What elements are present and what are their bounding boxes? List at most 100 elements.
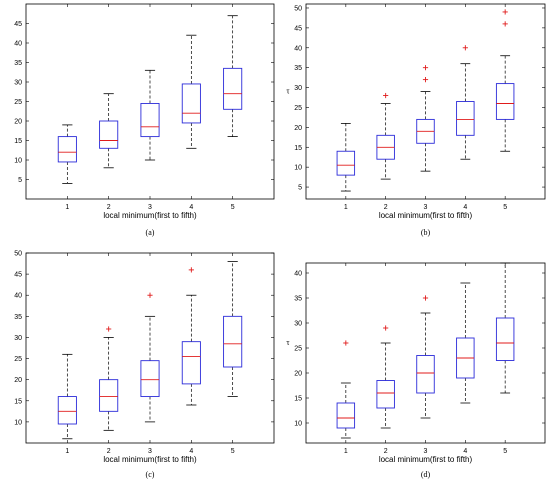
x-axis-label: local minimum(first to fifth) <box>379 211 473 220</box>
x-tick-label: 1 <box>344 204 348 211</box>
box-1 <box>336 340 356 439</box>
y-tick-label: 35 <box>294 296 302 303</box>
x-axis-label: local minimum(first to fifth) <box>379 455 473 464</box>
x-tick-label: 5 <box>503 448 507 455</box>
outlier-marker <box>502 21 508 27</box>
box-1 <box>57 353 77 440</box>
outlier-marker <box>422 295 429 301</box>
iqr-box <box>495 317 515 361</box>
x-tick-label: 3 <box>424 204 428 211</box>
y-tick-label: 15 <box>294 145 302 152</box>
y-tick-label: 10 <box>294 421 302 428</box>
x-tick-label: 2 <box>384 448 388 455</box>
iqr-box <box>336 402 356 429</box>
outlier-marker <box>106 326 112 332</box>
box-4 <box>181 267 201 406</box>
x-tick-label: 5 <box>231 204 235 211</box>
iqr-box <box>140 102 160 138</box>
y-tick-label: 25 <box>294 105 302 112</box>
x-tick-label: 1 <box>65 204 69 211</box>
y-tick-label: 45 <box>14 21 22 28</box>
iqr-box <box>181 341 201 385</box>
x-tick-label: 3 <box>148 448 152 455</box>
outlier-marker <box>383 92 389 99</box>
panel-label: (a) <box>146 228 155 237</box>
outlier-marker <box>422 65 429 71</box>
y-tick-label: 15 <box>294 396 302 403</box>
y-tick-label: 20 <box>294 371 302 378</box>
iqr-box <box>495 83 515 120</box>
x-axis-label: local minimum(first to fifth) <box>103 455 197 464</box>
y-tick-label: 20 <box>14 377 22 384</box>
y-tick-label: 20 <box>14 119 22 126</box>
y-tick-label: 40 <box>294 271 302 278</box>
y-tick-label: 10 <box>14 419 22 426</box>
box-3 <box>416 295 435 419</box>
y-tick-label: 40 <box>14 293 22 300</box>
y-tick-label: 25 <box>294 346 302 353</box>
y-tick-label: 15 <box>14 138 22 145</box>
y-tick-label: 30 <box>14 335 22 342</box>
y-tick-label: 30 <box>14 80 22 87</box>
y-tick-label: 35 <box>14 314 22 321</box>
x-tick-label: 2 <box>107 204 111 211</box>
panel-label: (b) <box>421 228 431 237</box>
y-tick-label: 25 <box>14 99 22 106</box>
iqr-box <box>57 396 77 425</box>
x-tick-label: 4 <box>189 204 193 211</box>
outlier-marker <box>422 77 429 83</box>
iqr-box <box>376 380 395 409</box>
x-tick-label: 4 <box>463 448 467 455</box>
y-axis-label: τ <box>286 338 290 347</box>
y-tick-label: 40 <box>14 41 22 48</box>
box-3 <box>140 292 160 423</box>
iqr-box <box>223 67 243 110</box>
x-tick-label: 5 <box>503 204 507 211</box>
y-tick-label: 45 <box>294 25 302 32</box>
y-tick-label: 15 <box>14 398 22 405</box>
iqr-box <box>99 120 119 149</box>
y-tick-label: 10 <box>294 165 302 172</box>
panel-label: (c) <box>146 470 155 479</box>
box-2 <box>99 93 119 169</box>
outlier-marker <box>343 340 349 346</box>
iqr-box <box>336 150 356 176</box>
box-2 <box>99 326 119 431</box>
y-tick-label: 5 <box>298 185 302 192</box>
x-tick-label: 2 <box>107 448 111 455</box>
y-tick-label: 30 <box>294 85 302 92</box>
box-5 <box>495 9 515 152</box>
box-3 <box>416 65 435 172</box>
x-tick-label: 1 <box>65 448 69 455</box>
x-tick-label: 5 <box>231 448 235 455</box>
box-4 <box>181 34 201 149</box>
x-tick-label: 3 <box>424 448 428 455</box>
iqr-box <box>223 315 243 368</box>
box-2 <box>376 92 395 180</box>
box-5 <box>223 261 243 397</box>
iqr-box <box>181 83 201 124</box>
box-5 <box>495 262 515 394</box>
y-tick-label: 35 <box>14 60 22 67</box>
box-4 <box>456 45 475 160</box>
box-3 <box>140 69 160 161</box>
box-4 <box>456 282 475 404</box>
y-tick-label: 25 <box>14 356 22 363</box>
iqr-box <box>99 379 119 412</box>
x-tick-label: 1 <box>344 448 348 455</box>
y-tick-label: 45 <box>14 272 22 279</box>
outlier-marker <box>462 45 468 51</box>
box-1 <box>57 124 77 184</box>
y-tick-label: 5 <box>18 177 22 184</box>
y-tick-label: 40 <box>294 45 302 52</box>
box-2 <box>376 325 395 429</box>
box-1 <box>336 122 356 192</box>
y-tick-label: 35 <box>294 65 302 72</box>
x-axis-label: local minimum(first to fifth) <box>103 211 197 220</box>
iqr-box <box>57 136 77 163</box>
chart-panel-d: 10 15 20 25 30 35 40 1 2 3 4 5 local minimum(first t… <box>286 262 546 479</box>
y-tick-label: 50 <box>14 251 22 258</box>
